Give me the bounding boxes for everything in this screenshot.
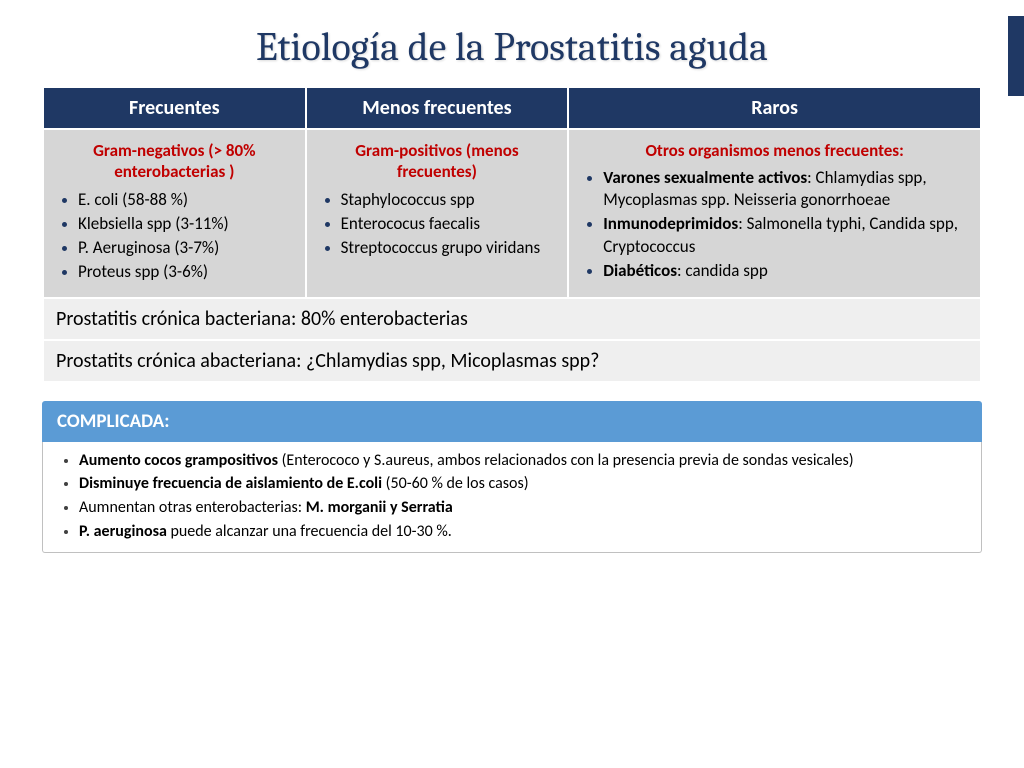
complicada-box: COMPLICADA: Aumento cocos grampositivos … <box>42 401 982 553</box>
item-rest: : candida spp <box>677 260 768 281</box>
footer-text: : ¿Chlamydias spp, Micoplasmas spp? <box>296 349 599 373</box>
list-item: P. aeruginosa puede alcanzar una frecuen… <box>79 521 973 543</box>
list-item: Diabéticos: candida spp <box>603 260 968 282</box>
list-otros-organismos: Varones sexualmente activos: Chlamydias … <box>581 167 968 281</box>
item-bold: Aumento cocos grampositivos <box>79 451 278 470</box>
table-body-row: Gram-negativos (> 80% enterobacterias ) … <box>43 129 981 298</box>
item-bold: Disminuye frecuencia de aislamiento de E… <box>79 474 382 493</box>
footer-label: Prostatits crónica abacteriana <box>56 349 296 373</box>
list-gram-positivos: Staphylococcus spp Enterococus faecalis … <box>319 189 556 259</box>
cell-menos-frecuentes: Gram-positivos (menos frecuentes) Staphy… <box>306 129 569 298</box>
item-bold: P. aeruginosa <box>79 522 167 541</box>
list-item: Aumnentan otras enterobacterias: M. morg… <box>79 497 973 519</box>
col-header-frecuentes: Frecuentes <box>43 87 306 129</box>
item-bold: Diabéticos <box>603 260 677 281</box>
list-item: Klebsiella spp (3-11%) <box>78 213 293 235</box>
item-pre: Aumnentan otras enterobacterias: <box>79 498 306 517</box>
accent-bar <box>1008 16 1024 96</box>
footer-row-1: Prostatitis crónica bacteriana: 80% ente… <box>43 298 981 340</box>
footer-cell-abacteriana: Prostatits crónica abacteriana: ¿Chlamyd… <box>43 340 981 382</box>
etiology-table: Frecuentes Menos frecuentes Raros Gram-n… <box>42 86 982 383</box>
subhead-otros-organismos: Otros organismos menos frecuentes: <box>581 140 968 161</box>
complicada-list: Aumento cocos grampositivos (Enterococo … <box>51 450 973 542</box>
list-item: Proteus spp (3-6%) <box>78 261 293 283</box>
slide-title: Etiología de la Prostatitis aguda <box>0 0 1024 86</box>
item-rest: (Enterococo y S.aureus, ambos relacionad… <box>278 451 854 470</box>
list-item: P. Aeruginosa (3-7%) <box>78 237 293 259</box>
footer-label: Prostatitis crónica bacteriana <box>56 307 291 331</box>
list-item: Inmunodeprimidos: Salmonella typhi, Cand… <box>603 213 968 257</box>
footer-text: : 80% enterobacterias <box>291 307 468 331</box>
complicada-body: Aumento cocos grampositivos (Enterococo … <box>42 442 982 553</box>
item-rest: (50-60 % de los casos) <box>382 474 529 493</box>
subhead-gram-negativos: Gram-negativos (> 80% enterobacterias ) <box>56 140 293 183</box>
footer-row-2: Prostatits crónica abacteriana: ¿Chlamyd… <box>43 340 981 382</box>
item-rest: puede alcanzar una frecuencia del 10-30 … <box>167 522 452 541</box>
subhead-gram-positivos: Gram-positivos (menos frecuentes) <box>319 140 556 183</box>
list-item: E. coli (58-88 %) <box>78 189 293 211</box>
list-gram-negativos: E. coli (58-88 %) Klebsiella spp (3-11%)… <box>56 189 293 283</box>
slide: Etiología de la Prostatitis aguda Frecue… <box>0 0 1024 768</box>
list-item: Disminuye frecuencia de aislamiento de E… <box>79 473 973 495</box>
list-item: Varones sexualmente activos: Chlamydias … <box>603 167 968 211</box>
list-item: Streptococcus grupo viridans <box>341 237 556 259</box>
item-bold: Inmunodeprimidos <box>603 213 738 234</box>
list-item: Aumento cocos grampositivos (Enterococo … <box>79 450 973 472</box>
complicada-header: COMPLICADA: <box>42 401 982 442</box>
item-bold: M. morganii y Serratia <box>306 498 453 517</box>
list-item: Enterococus faecalis <box>341 213 556 235</box>
footer-cell-bacteriana: Prostatitis crónica bacteriana: 80% ente… <box>43 298 981 340</box>
item-bold: Varones sexualmente activos <box>603 167 807 188</box>
col-header-raros: Raros <box>568 87 981 129</box>
cell-frecuentes: Gram-negativos (> 80% enterobacterias ) … <box>43 129 306 298</box>
table-header-row: Frecuentes Menos frecuentes Raros <box>43 87 981 129</box>
list-item: Staphylococcus spp <box>341 189 556 211</box>
col-header-menos-frecuentes: Menos frecuentes <box>306 87 569 129</box>
cell-raros: Otros organismos menos frecuentes: Varon… <box>568 129 981 298</box>
